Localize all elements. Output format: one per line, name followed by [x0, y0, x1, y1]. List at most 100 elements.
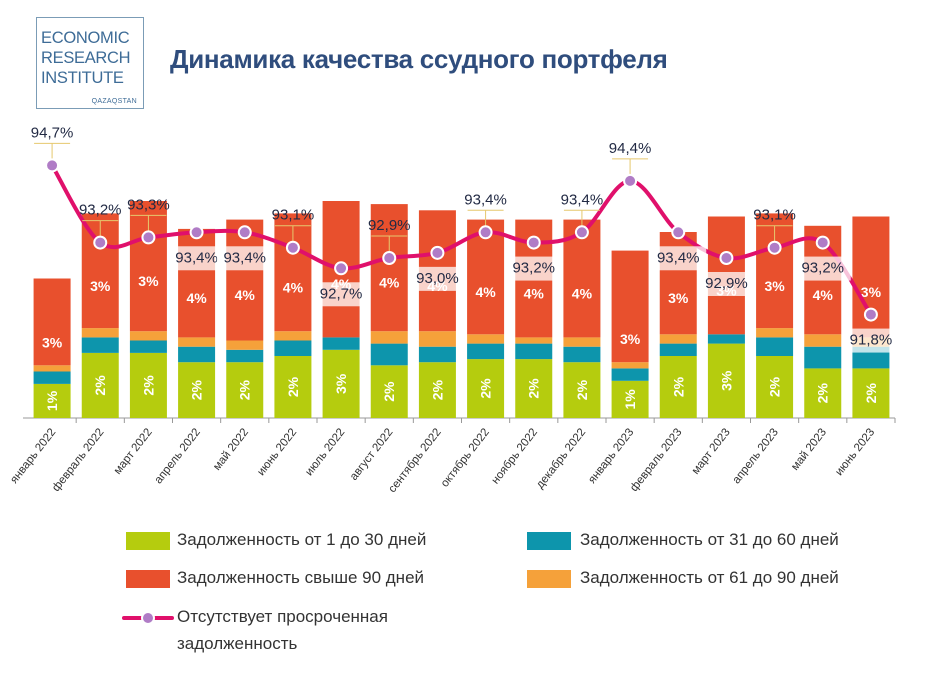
- line-label-17: 91,8%: [850, 332, 893, 349]
- bar-d1_30-7: [370, 365, 408, 418]
- label-d1-30-5: 2%: [285, 376, 301, 397]
- line-label-6: 92,7%: [320, 285, 363, 302]
- legend-swatch-d31-60: [527, 532, 571, 550]
- legend-label-d90plus: Задолженность свыше 90 дней: [177, 568, 425, 587]
- bar-d1_30-4: [226, 362, 264, 418]
- label-d1-30-12: 1%: [622, 389, 638, 410]
- legend-label-d61-90: Задолженность от 61 до 90 дней: [580, 568, 839, 587]
- line-label-15: 93,1%: [753, 207, 796, 224]
- label-bg-4: [216, 246, 273, 271]
- bar-d31_60-4: [226, 349, 264, 363]
- bar-d31_60-15: [756, 337, 794, 356]
- bar-d1_30-6: [322, 349, 360, 418]
- label-d1-30-13: 2%: [670, 376, 686, 397]
- legend-line-marker: [141, 611, 155, 625]
- x-tick-label-0: январь 2022: [8, 426, 58, 485]
- label-d90plus-2: 3%: [138, 273, 159, 289]
- label-bg-6: [313, 282, 370, 307]
- line-marker-5: [285, 240, 300, 255]
- bar-d61_90-0: [33, 365, 71, 372]
- bar-d1_30-5: [274, 356, 312, 418]
- bar-d90plus-12: [611, 250, 649, 363]
- label-bg-14: [698, 272, 755, 296]
- bar-d1_30-1: [81, 352, 119, 418]
- line-label-4: 93,4%: [223, 249, 266, 266]
- x-tick-label-1: февраль 2022: [50, 426, 106, 493]
- line-marker-8: [430, 245, 445, 260]
- bar-d1_30-11: [563, 362, 601, 418]
- line-marker-10: [526, 235, 541, 250]
- legend-line-no-overdue: [122, 611, 174, 625]
- logo: ECONOMIC RESEARCH INSTITUTE QAZAQSTAN: [36, 17, 144, 109]
- label-bg-10: [505, 256, 562, 281]
- bar-d1_30-3: [178, 362, 216, 418]
- bar-d1_30-12: [611, 380, 649, 418]
- line-label-3: 93,4%: [175, 249, 218, 266]
- logo-line-3: INSTITUTE: [41, 69, 124, 87]
- x-tick-label-3: апрель 2022: [153, 426, 203, 486]
- line-label-16: 93,2%: [801, 260, 844, 277]
- line-label-11: 93,4%: [561, 191, 604, 208]
- line-label-5: 93,1%: [272, 207, 315, 224]
- bar-d31_60-11: [563, 346, 601, 363]
- line-marker-0: [45, 158, 60, 173]
- label-d90plus-7: 4%: [379, 275, 400, 291]
- label-d90plus-4: 4%: [235, 287, 256, 303]
- bar-d31_60-8: [418, 346, 456, 363]
- x-tick-label-17: июнь 2023: [833, 426, 877, 478]
- legend-label-no-overdue-2: задолженность: [177, 634, 298, 653]
- legend-label-d1-30: Задолженность от 1 до 30 дней: [177, 530, 427, 549]
- line-label-13: 93,4%: [657, 249, 700, 266]
- bar-d1_30-0: [33, 383, 71, 418]
- x-tick-label-9: октябрь 2022: [439, 426, 492, 489]
- label-d90plus-12: 3%: [620, 331, 641, 347]
- x-tick-label-8: сентябрь 2022: [386, 426, 443, 495]
- line-marker-2: [141, 230, 156, 245]
- bar-d61_90-7: [370, 331, 408, 344]
- bar-d61_90-13: [659, 334, 697, 344]
- label-d1-30-4: 2%: [237, 379, 253, 400]
- bar-d90plus-0: [33, 278, 71, 366]
- x-tick-label-13: февраль 2023: [628, 426, 684, 493]
- label-bg-17: [842, 328, 899, 353]
- x-tick-label-2: март 2022: [112, 426, 155, 476]
- label-d90plus-0: 3%: [42, 334, 63, 350]
- bar-d31_60-2: [129, 340, 167, 353]
- legend-swatch-d1-30: [126, 532, 170, 550]
- legend-label-d31-60: Задолженность от 31 до 60 дней: [580, 530, 839, 549]
- bar-d31_60-3: [178, 346, 216, 363]
- label-bg-16: [794, 256, 851, 281]
- label-d90plus-15: 3%: [764, 278, 785, 294]
- line-label-12: 94,4%: [609, 140, 652, 157]
- label-d90plus-10: 4%: [524, 286, 545, 302]
- bar-d61_90-16: [804, 334, 842, 347]
- label-d1-30-0: 1%: [44, 390, 60, 411]
- label-d1-30-8: 2%: [429, 379, 445, 400]
- label-d1-30-7: 2%: [381, 381, 397, 402]
- label-d1-30-15: 2%: [767, 376, 783, 397]
- x-tick-label-16: май 2023: [789, 426, 829, 472]
- line-marker-4: [237, 225, 252, 240]
- bar-d1_30-8: [418, 362, 456, 418]
- line-marker-1: [93, 235, 108, 250]
- x-tick-label-15: апрель 2023: [731, 426, 781, 486]
- logo-line-1: ECONOMIC: [41, 29, 130, 47]
- bar-d31_60-16: [804, 346, 842, 369]
- label-d90plus-13: 3%: [668, 290, 689, 306]
- line-marker-11: [574, 225, 589, 240]
- x-tick-label-12: январь 2023: [586, 426, 636, 485]
- label-d90plus-9: 4%: [475, 284, 496, 300]
- bar-d61_90-11: [563, 337, 601, 347]
- bar-d61_90-1: [81, 328, 119, 338]
- label-d1-30-10: 2%: [526, 378, 542, 399]
- bar-d31_60-10: [515, 343, 553, 360]
- bar-d90plus-4: [226, 219, 264, 341]
- label-d1-30-17: 2%: [863, 383, 879, 404]
- bar-d61_90-3: [178, 337, 216, 347]
- bar-d31_60-14: [707, 334, 745, 344]
- line-label-10: 93,2%: [512, 260, 555, 277]
- line-marker-14: [719, 251, 734, 265]
- label-d90plus-16: 4%: [813, 287, 834, 303]
- bar-d1_30-9: [467, 359, 505, 418]
- bar-d90plus-3: [178, 228, 216, 338]
